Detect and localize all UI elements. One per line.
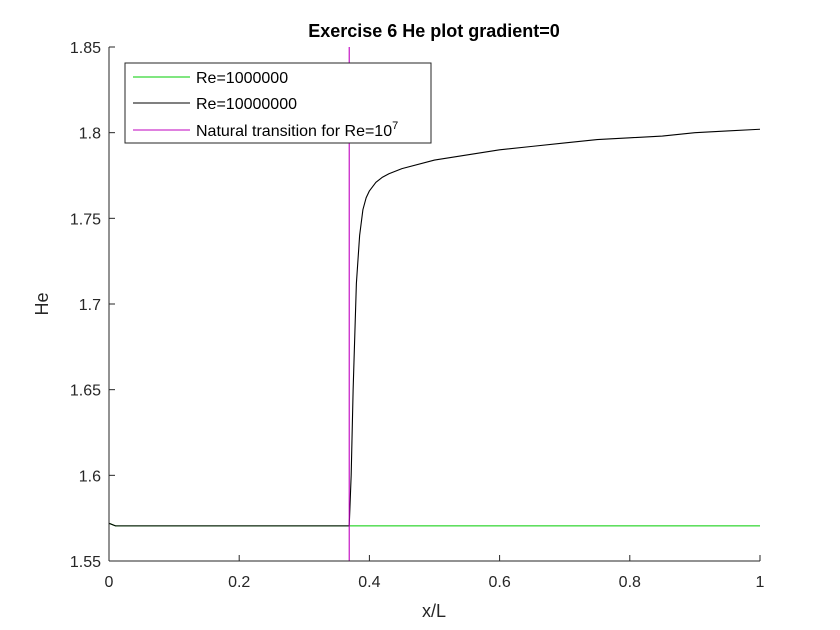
y-tick-label: 1.8 — [79, 126, 101, 143]
legend-label-1: Re=1000000 — [196, 70, 288, 87]
y-tick-label: 1.75 — [70, 211, 101, 228]
y-tick-label: 1.55 — [70, 554, 101, 571]
legend: Re=1000000 Re=10000000 Natural transition … — [124, 62, 432, 144]
legend-label-text: Natural transition for Re=10 — [196, 123, 392, 140]
y-tick-label: 1.65 — [70, 383, 101, 400]
legend-label-3: Natural transition for Re=107 — [196, 120, 398, 140]
legend-label-text: Re=10000000 — [196, 96, 297, 113]
y-axis-label: He — [32, 292, 52, 315]
x-tick-label: 0 — [105, 574, 114, 591]
x-axis-label: x/L — [422, 601, 446, 621]
x-tick-label: 1 — [756, 574, 765, 591]
y-tick-label: 1.7 — [79, 297, 101, 314]
x-tick-label: 0.6 — [488, 574, 510, 591]
legend-label-text: Re=1000000 — [196, 70, 288, 87]
chart-title: Exercise 6 He plot gradient=0 — [308, 21, 560, 41]
y-tick-label: 1.85 — [70, 40, 101, 57]
series-line-2 — [109, 128, 760, 527]
x-tick-label: 0.2 — [228, 574, 250, 591]
y-tick-label: 1.6 — [79, 468, 101, 485]
legend-label-2: Re=10000000 — [196, 96, 297, 113]
legend-label-superscript: 7 — [392, 120, 398, 132]
x-tick-label: 0.4 — [358, 574, 380, 591]
x-tick-label: 0.8 — [619, 574, 641, 591]
